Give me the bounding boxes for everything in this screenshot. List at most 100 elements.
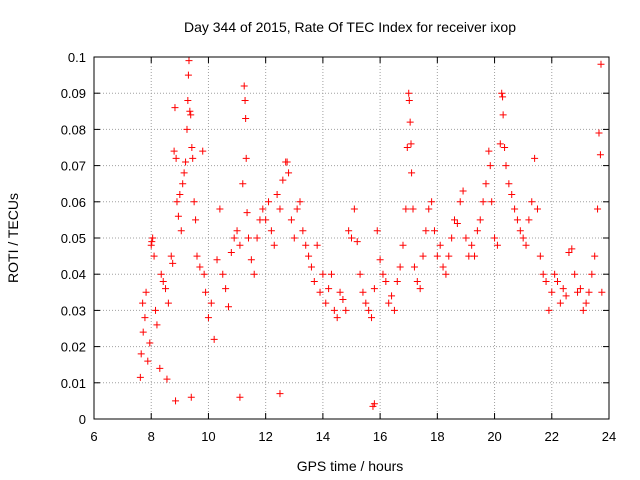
data-point xyxy=(216,205,224,213)
data-point xyxy=(356,270,364,278)
data-point xyxy=(233,227,241,235)
data-point xyxy=(241,96,249,104)
data-point xyxy=(240,82,248,90)
data-point xyxy=(359,288,367,296)
data-point xyxy=(345,227,353,235)
y-tick-label: 0.04 xyxy=(61,267,86,282)
data-point xyxy=(336,288,344,296)
data-point xyxy=(171,104,179,112)
data-point xyxy=(597,60,605,68)
data-point xyxy=(479,198,487,206)
data-point xyxy=(405,89,413,97)
data-point xyxy=(302,241,310,249)
data-point xyxy=(305,252,313,260)
data-point xyxy=(528,198,536,206)
chart-title: Day 344 of 2015, Rate Of TEC Index for r… xyxy=(184,19,516,35)
data-point xyxy=(180,169,188,177)
y-tick-label: 0.01 xyxy=(61,376,86,391)
data-point xyxy=(162,285,170,293)
data-point xyxy=(319,270,327,278)
data-point xyxy=(187,393,195,401)
data-point xyxy=(316,288,324,296)
data-point xyxy=(139,299,147,307)
data-point xyxy=(259,205,267,213)
data-point xyxy=(253,234,261,242)
data-point xyxy=(439,263,447,271)
data-point xyxy=(149,234,157,242)
data-point xyxy=(425,205,433,213)
data-point xyxy=(137,350,145,358)
data-point xyxy=(156,364,164,372)
data-point xyxy=(327,270,335,278)
data-point xyxy=(164,299,172,307)
data-point xyxy=(562,292,570,300)
data-point xyxy=(459,187,467,195)
data-point xyxy=(267,227,275,235)
data-point xyxy=(476,216,484,224)
data-point xyxy=(342,306,350,314)
data-point xyxy=(388,292,396,300)
data-point xyxy=(157,270,165,278)
data-point xyxy=(407,140,415,148)
data-point xyxy=(193,252,201,260)
data-point xyxy=(396,263,404,271)
data-point xyxy=(559,285,567,293)
data-point xyxy=(501,144,509,151)
data-points xyxy=(136,57,606,410)
y-tick-label: 0.1 xyxy=(68,50,86,65)
data-point xyxy=(250,270,258,278)
data-point xyxy=(350,205,358,213)
data-point xyxy=(170,147,178,155)
data-point xyxy=(276,205,284,213)
data-point xyxy=(595,129,603,137)
x-tick-label: 18 xyxy=(430,429,444,444)
data-point xyxy=(293,205,301,213)
data-point xyxy=(416,285,424,293)
data-point xyxy=(554,277,561,285)
data-point xyxy=(445,252,453,260)
x-tick-label: 10 xyxy=(201,429,215,444)
data-point xyxy=(265,198,273,206)
data-point xyxy=(287,216,295,224)
data-point xyxy=(403,144,411,151)
data-point xyxy=(339,296,347,304)
data-point xyxy=(236,393,244,401)
data-point xyxy=(202,288,210,296)
data-point xyxy=(200,270,208,278)
data-point xyxy=(153,321,161,329)
data-point xyxy=(413,277,421,285)
data-point xyxy=(192,216,200,224)
data-point xyxy=(190,198,198,206)
data-point xyxy=(167,252,175,260)
data-point xyxy=(453,220,461,228)
data-point xyxy=(539,270,547,278)
data-point xyxy=(163,375,171,383)
data-point xyxy=(270,241,278,249)
data-point xyxy=(322,299,330,307)
data-point xyxy=(330,306,338,314)
data-point xyxy=(598,288,606,296)
data-point xyxy=(147,241,155,249)
data-point xyxy=(207,299,215,307)
data-point xyxy=(242,154,250,162)
data-point xyxy=(273,191,281,199)
data-point xyxy=(307,263,315,271)
data-point xyxy=(430,227,438,235)
data-point xyxy=(505,180,513,188)
x-axis-label: GPS time / hours xyxy=(297,458,404,474)
data-point xyxy=(551,270,559,278)
data-point xyxy=(399,241,407,249)
data-point xyxy=(146,339,154,347)
data-point xyxy=(242,115,250,123)
data-point xyxy=(188,144,196,151)
data-point xyxy=(245,234,252,242)
data-point xyxy=(189,154,197,162)
y-tick-label: 0.02 xyxy=(61,340,86,355)
y-tick-label: 0.06 xyxy=(61,195,86,210)
data-point xyxy=(348,234,355,242)
data-point xyxy=(513,216,521,224)
data-point xyxy=(493,241,501,249)
data-point xyxy=(568,245,576,253)
